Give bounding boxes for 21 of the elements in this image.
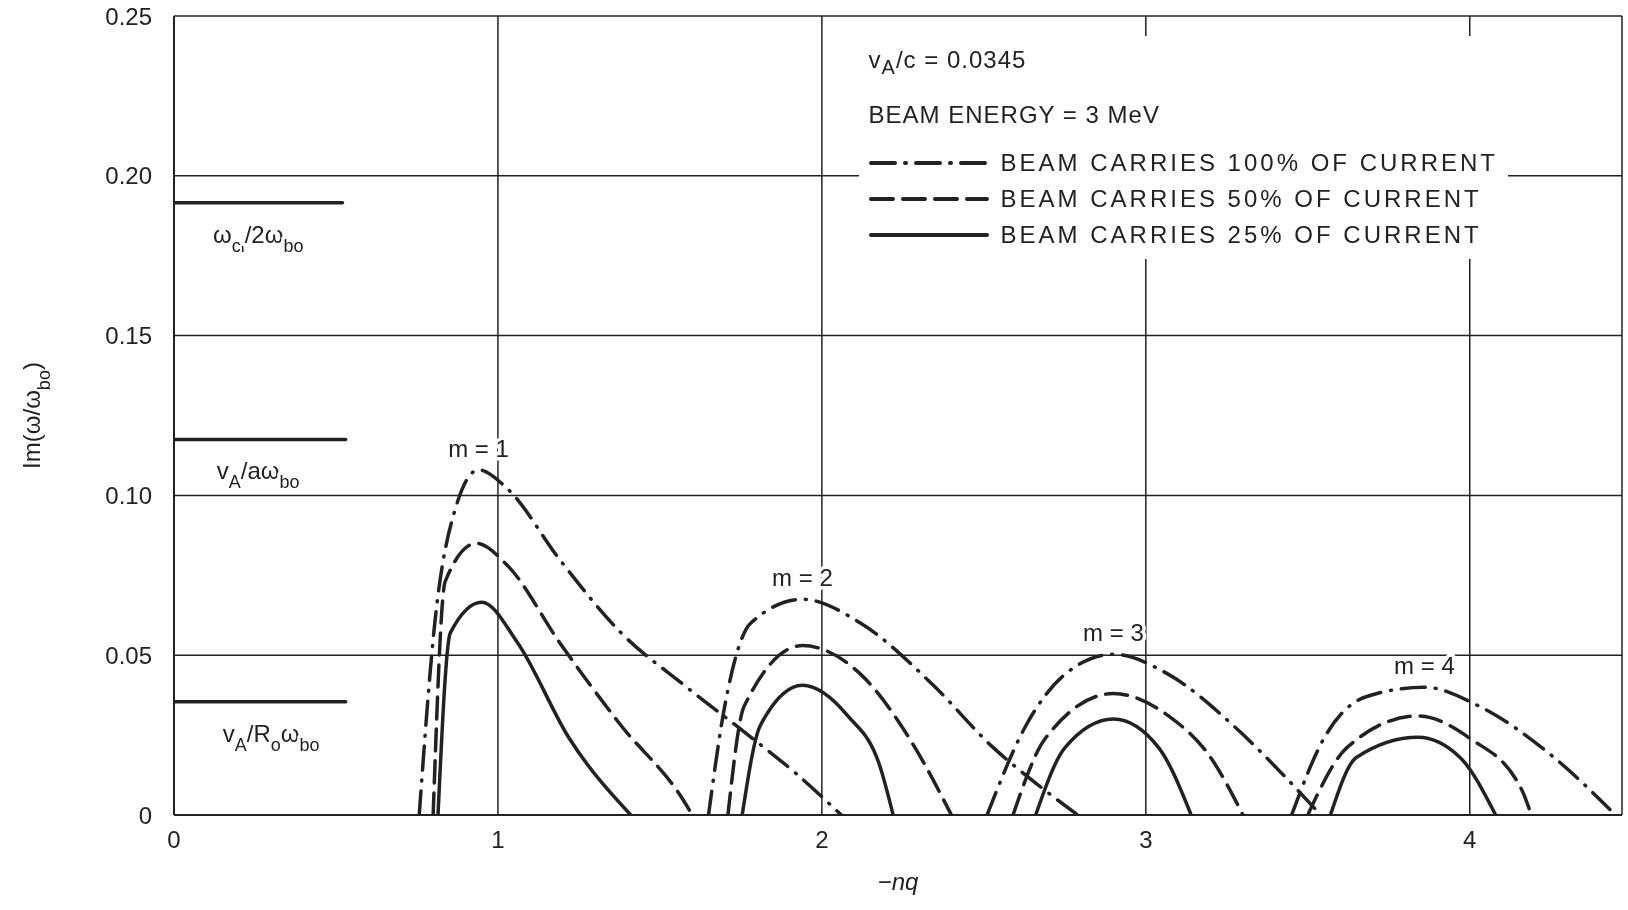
legend-label: BEAM CARRIES 100% OF CURRENT [1000, 147, 1498, 178]
y-tick-label: 0.10 [105, 481, 152, 509]
x-tick-label: 2 [815, 826, 829, 854]
y-tick-label: 0.25 [105, 2, 152, 30]
x-tick-label: 4 [1463, 826, 1477, 854]
annotation: v$_{A}$/aω$_{bo}$ [216, 457, 300, 493]
annotation: m = 3 [1083, 619, 1144, 647]
annotation: BEAM ENERGY = 3 MeV [868, 99, 1161, 130]
x-tick-label: 1 [491, 826, 505, 854]
y-tick-label: 0.20 [105, 162, 152, 190]
y-tick-label: 0.05 [105, 641, 152, 669]
legend-label: BEAM CARRIES 50% OF CURRENT [1000, 183, 1482, 214]
annotation: m = 4 [1394, 652, 1455, 680]
x-tick-label: 0 [167, 826, 181, 854]
legend-label: BEAM CARRIES 25% OF CURRENT [1000, 219, 1482, 250]
x-tick-label: 3 [1139, 826, 1153, 854]
y-tick-label: 0 [138, 801, 152, 829]
y-tick-label: 0.15 [105, 322, 152, 350]
x-axis-title: −nq [877, 868, 919, 895]
annotation: v$_{A}$/c = 0.0345 [868, 45, 1028, 80]
annotation: v$_{A}$/R$_{o}$ω$_{bo}$ [222, 720, 320, 755]
